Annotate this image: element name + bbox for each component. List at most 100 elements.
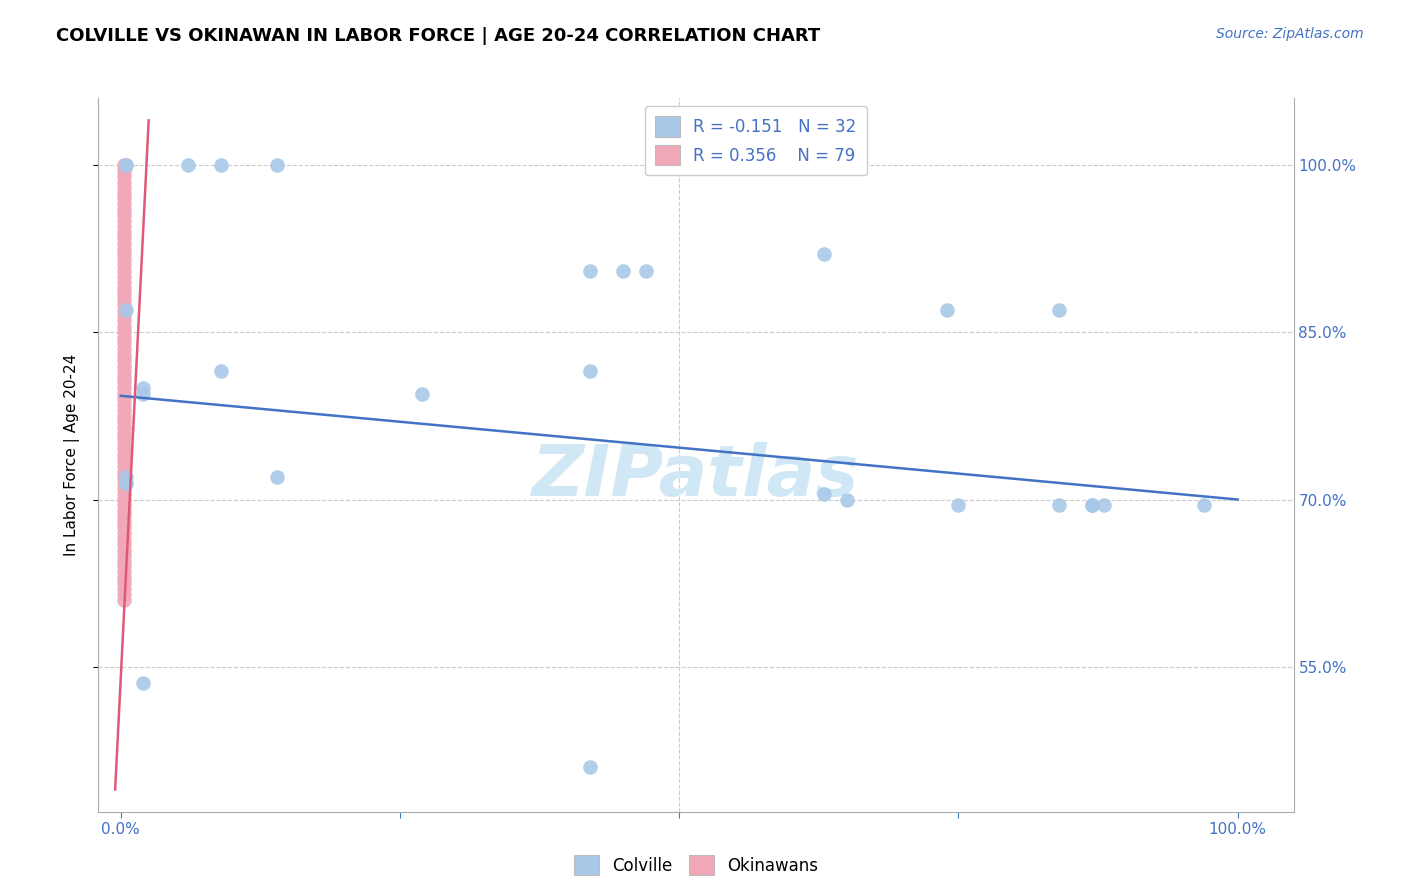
Y-axis label: In Labor Force | Age 20-24: In Labor Force | Age 20-24 <box>65 354 80 556</box>
Point <box>112 559 135 574</box>
Point <box>112 565 135 579</box>
Point <box>112 392 135 407</box>
Point <box>612 264 634 278</box>
Point <box>112 437 135 451</box>
Point <box>177 158 200 172</box>
Point <box>132 676 155 690</box>
Point <box>132 381 155 395</box>
Point <box>112 314 135 328</box>
Point <box>112 326 135 340</box>
Point <box>112 470 135 484</box>
Point <box>112 398 135 412</box>
Point <box>579 364 602 378</box>
Point <box>112 342 135 356</box>
Point <box>112 252 135 267</box>
Point <box>112 409 135 423</box>
Point <box>112 415 135 429</box>
Legend: Colville, Okinawans: Colville, Okinawans <box>567 848 825 882</box>
Point <box>112 353 135 368</box>
Point <box>112 420 135 434</box>
Point <box>112 197 135 211</box>
Point <box>112 219 135 234</box>
Point <box>112 576 135 591</box>
Point <box>112 537 135 551</box>
Point <box>112 465 135 479</box>
Point <box>112 520 135 534</box>
Point <box>813 487 835 501</box>
Point <box>112 169 135 184</box>
Point <box>112 180 135 194</box>
Point <box>112 242 135 256</box>
Point <box>115 303 138 318</box>
Point <box>112 186 135 200</box>
Point <box>579 264 602 278</box>
Point <box>112 303 135 318</box>
Point <box>112 225 135 239</box>
Point <box>112 359 135 373</box>
Point <box>115 158 138 172</box>
Point <box>209 364 232 378</box>
Point <box>115 470 138 484</box>
Point <box>112 431 135 445</box>
Text: COLVILLE VS OKINAWAN IN LABOR FORCE | AGE 20-24 CORRELATION CHART: COLVILLE VS OKINAWAN IN LABOR FORCE | AG… <box>56 27 821 45</box>
Point <box>112 264 135 278</box>
Point <box>112 593 135 607</box>
Point <box>112 370 135 384</box>
Point <box>112 482 135 496</box>
Point <box>1092 498 1115 512</box>
Point <box>112 492 135 507</box>
Point <box>112 214 135 228</box>
Point <box>112 281 135 295</box>
Point <box>112 275 135 289</box>
Point <box>112 504 135 518</box>
Point <box>112 442 135 457</box>
Point <box>112 163 135 178</box>
Point <box>112 459 135 474</box>
Point <box>112 587 135 601</box>
Point <box>112 554 135 568</box>
Point <box>112 542 135 557</box>
Point <box>112 487 135 501</box>
Text: ZIPatlas: ZIPatlas <box>533 442 859 511</box>
Point <box>112 208 135 222</box>
Point <box>112 381 135 395</box>
Point <box>112 269 135 284</box>
Point <box>112 515 135 529</box>
Point <box>266 470 288 484</box>
Point <box>115 475 138 490</box>
Point <box>112 297 135 311</box>
Point <box>266 158 288 172</box>
Point <box>936 303 959 318</box>
Point <box>1047 303 1070 318</box>
Point <box>112 236 135 251</box>
Point <box>112 376 135 390</box>
Point <box>411 386 433 401</box>
Point <box>1081 498 1104 512</box>
Point <box>112 526 135 541</box>
Point <box>112 453 135 467</box>
Point <box>112 336 135 351</box>
Text: Source: ZipAtlas.com: Source: ZipAtlas.com <box>1216 27 1364 41</box>
Point <box>1081 498 1104 512</box>
Point <box>112 475 135 490</box>
Point <box>112 202 135 217</box>
Point <box>112 425 135 440</box>
Point <box>112 532 135 546</box>
Point <box>112 548 135 563</box>
Point <box>634 264 657 278</box>
Point <box>835 492 858 507</box>
Point <box>112 192 135 206</box>
Point <box>948 498 970 512</box>
Point <box>112 158 135 172</box>
Point <box>112 571 135 585</box>
Point <box>115 158 138 172</box>
Point <box>112 509 135 524</box>
Point <box>209 158 232 172</box>
Point <box>824 158 846 172</box>
Point <box>112 319 135 334</box>
Point <box>112 286 135 301</box>
Point <box>132 386 155 401</box>
Point <box>813 247 835 261</box>
Point <box>112 403 135 417</box>
Point <box>112 259 135 273</box>
